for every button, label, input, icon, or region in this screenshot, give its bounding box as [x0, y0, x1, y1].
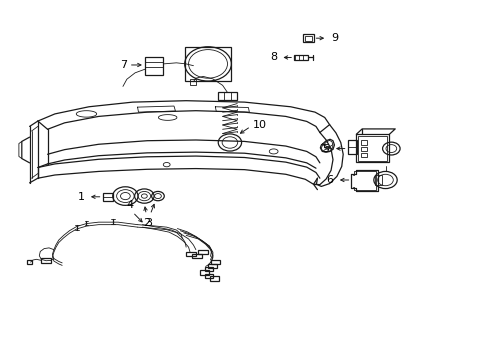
- Bar: [358, 136, 386, 161]
- Bar: [361, 140, 366, 145]
- Bar: [198, 250, 207, 254]
- Bar: [356, 134, 388, 162]
- Text: 5: 5: [322, 144, 329, 154]
- Bar: [361, 147, 366, 151]
- Bar: [192, 253, 201, 258]
- Bar: [207, 264, 216, 268]
- Text: 3: 3: [144, 217, 151, 228]
- Text: 2: 2: [142, 217, 149, 228]
- Bar: [204, 274, 213, 278]
- Bar: [27, 260, 31, 264]
- Text: 7: 7: [120, 60, 126, 70]
- Bar: [211, 260, 220, 264]
- Bar: [102, 193, 113, 201]
- Bar: [186, 252, 196, 256]
- Bar: [361, 153, 366, 157]
- Bar: [347, 140, 357, 154]
- Bar: [302, 34, 313, 42]
- Text: 10: 10: [252, 120, 266, 130]
- Bar: [41, 257, 51, 263]
- Text: 4: 4: [126, 201, 134, 210]
- Bar: [144, 57, 163, 75]
- Text: 1: 1: [78, 192, 85, 202]
- Bar: [293, 55, 307, 60]
- Text: 9: 9: [330, 33, 338, 43]
- Bar: [184, 47, 231, 81]
- Bar: [204, 267, 213, 271]
- Bar: [200, 270, 208, 275]
- Bar: [217, 93, 237, 100]
- Bar: [304, 36, 311, 41]
- Text: 8: 8: [269, 53, 277, 63]
- Bar: [210, 276, 219, 281]
- Text: 6: 6: [326, 175, 333, 185]
- Bar: [374, 175, 381, 185]
- Bar: [189, 79, 196, 85]
